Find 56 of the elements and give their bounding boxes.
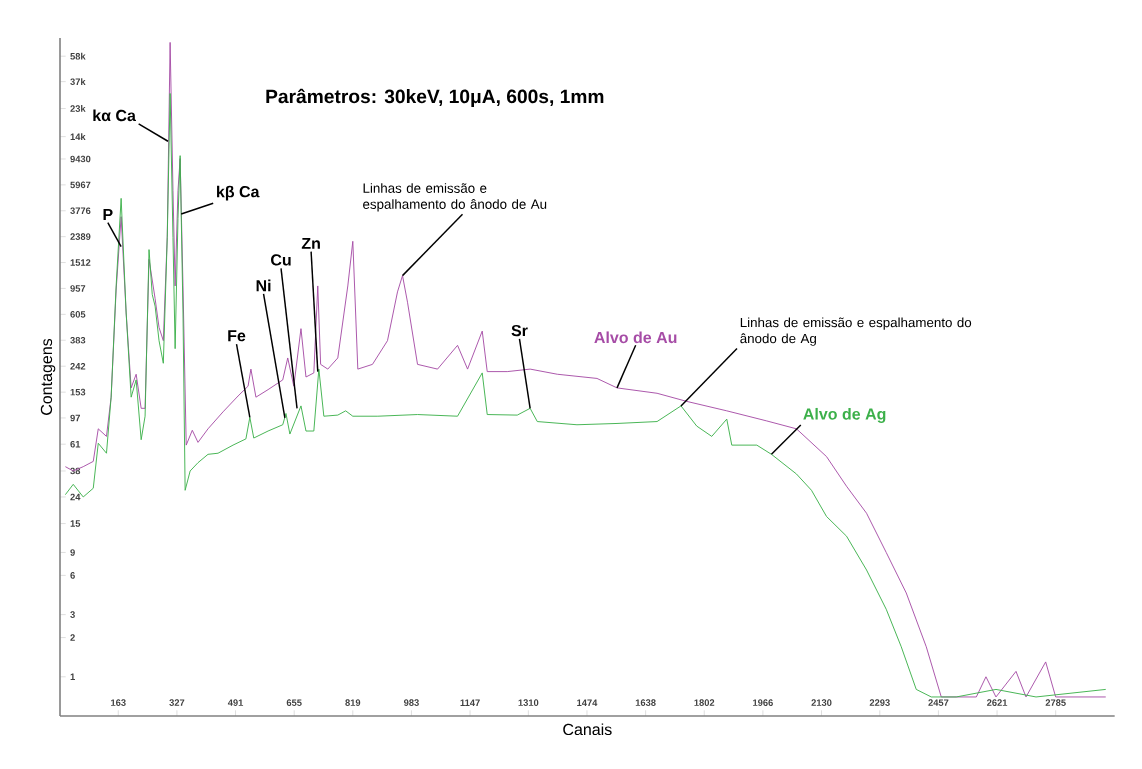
y-tick-label: 9 <box>70 549 75 556</box>
x-tick-label: 491 <box>227 699 244 706</box>
y-tick-label: 242 <box>70 362 86 370</box>
x-tick-label: 1966 <box>753 699 773 706</box>
y-tick-label: 2 <box>70 634 75 641</box>
annotation: Sr <box>511 324 528 337</box>
y-tick-label: 383 <box>70 336 86 344</box>
x-tick-label: 2130 <box>811 699 832 706</box>
y-tick-label: 1512 <box>70 259 91 266</box>
annotation: kα Ca <box>93 109 136 122</box>
x-tick-label: 1310 <box>518 699 539 706</box>
y-tick-label: 23k <box>70 105 86 112</box>
text: Alvo de Ag <box>803 407 886 423</box>
text: Parâmetros: 30keV, 10μA, 600s, 1mm <box>266 88 604 107</box>
y-tick-label: 3776 <box>70 207 91 215</box>
annotation: Linhas de emissão e espalhamento do ânodo de Au <box>363 183 547 212</box>
x-tick-label: 2457 <box>928 699 949 706</box>
y-tick-label: 15 <box>70 520 81 527</box>
x-tick-label: 2293 <box>869 699 890 706</box>
x-axis-title: Canais <box>563 723 612 736</box>
x-tick-label: 2621 <box>986 699 1008 706</box>
x-tick-label: 655 <box>286 699 302 706</box>
x-tick-label: 983 <box>403 699 419 706</box>
y-tick-label: 61 <box>70 440 81 448</box>
x-tick-label: 163 <box>111 699 126 706</box>
annotation: Linhas de emissão e espalhamento do ânodo de Ag <box>740 317 972 346</box>
y-tick-label: 605 <box>70 311 86 318</box>
y-tick-label: 9430 <box>70 155 91 163</box>
y-tick-label: 38 <box>70 467 81 475</box>
y-tick-label: 6 <box>70 572 75 579</box>
y-tick-label: 58k <box>70 52 86 60</box>
text: Alvo de Au <box>594 331 677 344</box>
y-tick-label: 3 <box>70 611 75 618</box>
y-tick-label: 14k <box>70 133 86 140</box>
x-tick-label: 327 <box>169 699 185 706</box>
y-tick-label: 5967 <box>70 181 91 189</box>
annotation: Ni <box>256 279 271 292</box>
x-tick-label: 2785 <box>1045 699 1066 706</box>
y-tick-label: 2389 <box>70 233 91 240</box>
x-tick-label: 1147 <box>460 699 480 706</box>
y-tick-label: 153 <box>70 388 86 396</box>
x-tick-label: 1474 <box>577 699 598 706</box>
y-tick-label: 1 <box>70 673 75 680</box>
annotation: P <box>103 208 113 220</box>
x-tick-label: 1638 <box>635 699 656 706</box>
x-tick-label: 1802 <box>694 699 715 706</box>
annotation: Fe <box>228 330 246 342</box>
y-tick-label: 957 <box>70 285 86 292</box>
y-tick-label: 97 <box>70 414 81 422</box>
annotation: kβ Ca <box>217 185 260 201</box>
annotation: Zn <box>301 237 320 249</box>
y-axis-title: Contagens <box>40 338 56 415</box>
y-tick-label: 24 <box>70 493 81 501</box>
y-tick-label: 37k <box>70 78 86 86</box>
annotation: Cu <box>271 254 291 266</box>
x-tick-label: 819 <box>345 699 361 706</box>
